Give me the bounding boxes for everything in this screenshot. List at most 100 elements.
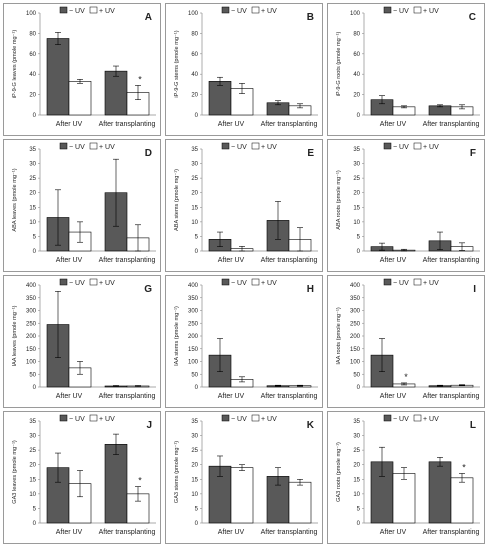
y-tick-label: 250 <box>350 321 361 327</box>
y-axis-label: GA3 roots (pmole mg⁻¹) <box>336 442 342 502</box>
y-tick-label: 50 <box>191 372 198 378</box>
chart-panel-B: iP-9-G stems (pmole mg⁻¹) 0 20 40 60 80 100 Aft… <box>165 3 323 136</box>
legend-label-plus-uv: + UV <box>99 416 115 423</box>
legend-swatch-minus-uv <box>221 414 230 422</box>
legend-swatch-minus-uv <box>383 6 392 14</box>
bar-minus-uv <box>428 461 452 524</box>
x-tick-label: After UV <box>218 529 245 536</box>
y-tick-label: 150 <box>350 347 361 353</box>
y-tick-label: 10 <box>29 492 36 498</box>
chart-svg-E: ABA stems (pmole mg⁻¹) 0 5 10 15 20 25 30 35 Afte… <box>174 142 318 264</box>
legend-swatch-minus-uv <box>59 414 68 422</box>
y-tick-label: 5 <box>357 234 361 240</box>
legend-label-plus-uv: + UV <box>261 416 277 423</box>
x-tick-label: After transplanting <box>423 393 480 400</box>
y-tick-label: 400 <box>188 283 199 289</box>
y-tick-label: 0 <box>195 385 199 391</box>
y-tick-label: 20 <box>29 191 36 197</box>
y-tick-label: 20 <box>29 463 36 469</box>
y-tick-label: 35 <box>353 147 360 153</box>
legend-swatch-plus-uv <box>89 6 98 14</box>
y-tick-label: 200 <box>188 334 199 340</box>
y-tick-label: 50 <box>353 372 360 378</box>
y-tick-label: 350 <box>188 296 199 302</box>
chart-svg-B: iP-9-G stems (pmole mg⁻¹) 0 20 40 60 80 100 Aft… <box>174 6 318 128</box>
legend-label-plus-uv: + UV <box>423 280 439 287</box>
legend-label-minus-uv: − UV <box>69 280 85 287</box>
x-tick-label: After UV <box>56 257 83 264</box>
legend-label-plus-uv: + UV <box>423 416 439 423</box>
y-tick-label: 100 <box>188 360 199 366</box>
legend-swatch-plus-uv <box>413 414 422 422</box>
y-tick-label: 0 <box>33 521 37 527</box>
y-tick-label: 30 <box>191 434 198 440</box>
y-tick-label: 100 <box>350 360 361 366</box>
y-tick-label: 100 <box>26 11 37 17</box>
significance-asterisk: * <box>404 372 408 382</box>
y-tick-label: 30 <box>29 434 36 440</box>
y-tick-label: 300 <box>188 309 199 315</box>
y-tick-label: 25 <box>191 176 198 182</box>
panel-letter: F <box>470 148 476 159</box>
y-tick-label: 35 <box>353 419 360 425</box>
y-axis-label: ABA leaves (pmole mg⁻¹) <box>12 168 18 231</box>
y-tick-label: 20 <box>353 93 360 99</box>
x-tick-label: After transplanting <box>99 257 156 264</box>
chart-svg-F: ABA roots (pmole mg⁻¹) 0 5 10 15 20 25 30 35 Afte… <box>336 142 480 264</box>
x-tick-label: After UV <box>380 393 407 400</box>
x-tick-label: After UV <box>56 121 83 128</box>
y-tick-label: 30 <box>29 162 36 168</box>
legend-label-minus-uv: − UV <box>69 416 85 423</box>
panel-letter: I <box>473 284 476 295</box>
bar-minus-uv <box>46 38 70 116</box>
x-tick-label: After transplanting <box>261 529 318 536</box>
x-tick-label: After UV <box>380 529 407 536</box>
bar-minus-uv <box>104 444 128 524</box>
y-tick-label: 0 <box>33 249 37 255</box>
y-axis-label: GA3 stems (pmole mg⁻¹) <box>174 441 180 503</box>
y-axis-label: IAA stems (pmole mg⁻¹) <box>174 306 180 366</box>
y-tick-label: 400 <box>26 283 37 289</box>
chart-panel-I: IAA roots (pmole mg⁻¹) 0 50 100 150 200 250 300… <box>327 275 485 408</box>
x-tick-label: After transplanting <box>99 121 156 128</box>
y-tick-label: 250 <box>26 321 37 327</box>
bar-plus-uv <box>230 467 254 524</box>
x-tick-label: After UV <box>380 257 407 264</box>
legend-label-minus-uv: − UV <box>393 8 409 15</box>
legend-swatch-minus-uv <box>383 142 392 150</box>
x-tick-label: After UV <box>56 393 83 400</box>
bar-plus-uv <box>392 473 416 524</box>
significance-asterisk: * <box>138 476 142 486</box>
legend-label-minus-uv: − UV <box>231 280 247 287</box>
y-tick-label: 15 <box>191 205 198 211</box>
y-tick-label: 35 <box>191 419 198 425</box>
y-tick-label: 40 <box>29 72 36 78</box>
legend-label-plus-uv: + UV <box>423 8 439 15</box>
x-tick-label: After transplanting <box>99 529 156 536</box>
y-tick-label: 0 <box>357 113 361 119</box>
y-tick-label: 25 <box>29 176 36 182</box>
chart-svg-D: ABA leaves (pmole mg⁻¹) 0 5 10 15 20 25 30 35 Aft… <box>12 142 156 264</box>
legend-swatch-plus-uv <box>413 278 422 286</box>
panel-letter: H <box>307 284 314 295</box>
x-tick-label: After UV <box>380 121 407 128</box>
x-tick-label: After UV <box>218 257 245 264</box>
x-tick-label: After UV <box>56 529 83 536</box>
panel-letter: A <box>145 12 152 23</box>
legend-label-minus-uv: − UV <box>393 416 409 423</box>
legend-label-plus-uv: + UV <box>99 280 115 287</box>
y-tick-label: 350 <box>350 296 361 302</box>
chart-svg-J: GA3 leaves (pmole mg⁻¹) 0 5 10 15 20 25 30 35 Aft… <box>12 414 156 536</box>
legend-swatch-plus-uv <box>251 142 260 150</box>
y-tick-label: 0 <box>33 385 37 391</box>
legend-swatch-minus-uv <box>59 6 68 14</box>
y-tick-label: 400 <box>350 283 361 289</box>
y-tick-label: 60 <box>191 52 198 58</box>
y-axis-label: ABA stems (pmole mg⁻¹) <box>174 169 180 231</box>
legend-swatch-plus-uv <box>251 6 260 14</box>
y-tick-label: 15 <box>353 205 360 211</box>
legend-label-minus-uv: − UV <box>231 8 247 15</box>
y-tick-label: 5 <box>195 506 199 512</box>
legend-label-plus-uv: + UV <box>99 144 115 151</box>
y-tick-label: 60 <box>29 52 36 58</box>
